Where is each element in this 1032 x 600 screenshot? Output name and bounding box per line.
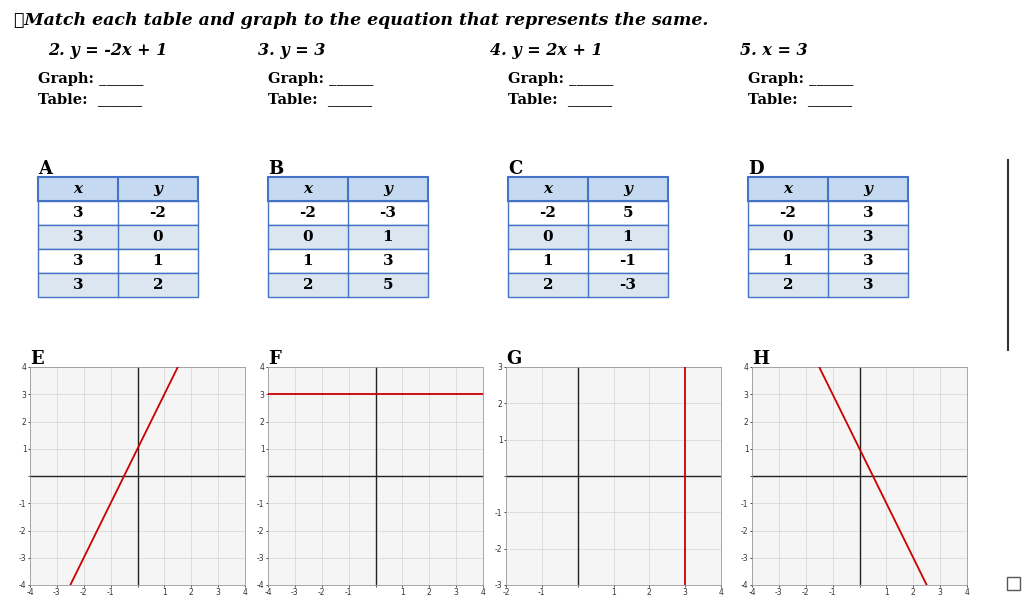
Text: 0: 0: [153, 230, 163, 244]
Text: y: y: [384, 182, 392, 196]
Bar: [38, 225, 198, 249]
Bar: [38, 249, 198, 273]
Text: 3: 3: [72, 254, 84, 268]
Text: Graph: ______: Graph: ______: [508, 72, 613, 86]
Text: Table:  ______: Table: ______: [748, 92, 852, 106]
Text: 3: 3: [383, 254, 393, 268]
Text: H: H: [752, 350, 769, 368]
Bar: [268, 177, 428, 201]
Text: 1: 1: [153, 254, 163, 268]
Text: x: x: [544, 182, 552, 196]
Text: x: x: [73, 182, 83, 196]
Text: Table:  ______: Table: ______: [508, 92, 612, 106]
Text: 5: 5: [383, 278, 393, 292]
Text: 1: 1: [383, 230, 393, 244]
Text: y: y: [154, 182, 162, 196]
Text: 2: 2: [543, 278, 553, 292]
Text: A: A: [38, 160, 52, 178]
Text: y: y: [623, 182, 633, 196]
Bar: [748, 177, 908, 201]
Text: 0: 0: [543, 230, 553, 244]
Text: 1: 1: [302, 254, 314, 268]
Bar: [748, 225, 908, 249]
Text: -3: -3: [380, 206, 396, 220]
Text: -1: -1: [619, 254, 637, 268]
Text: -2: -2: [779, 206, 797, 220]
Text: -2: -2: [540, 206, 556, 220]
Text: Graph: ______: Graph: ______: [38, 72, 143, 86]
Text: E: E: [30, 350, 43, 368]
Text: G: G: [506, 350, 521, 368]
Bar: [508, 225, 668, 249]
Bar: [508, 273, 668, 297]
Text: 3: 3: [72, 278, 84, 292]
Text: 2. y = -2x + 1: 2. y = -2x + 1: [49, 42, 167, 59]
Text: Graph: ______: Graph: ______: [268, 72, 374, 86]
Bar: [268, 249, 428, 273]
Text: C: C: [508, 160, 522, 178]
Bar: [268, 201, 428, 225]
Bar: [268, 225, 428, 249]
Text: 1: 1: [622, 230, 634, 244]
Bar: [268, 273, 428, 297]
Text: 3: 3: [863, 206, 873, 220]
Text: 2: 2: [302, 278, 314, 292]
Text: Table:  ______: Table: ______: [38, 92, 142, 106]
Text: Table:  ______: Table: ______: [268, 92, 373, 106]
Text: Graph: ______: Graph: ______: [748, 72, 853, 86]
Text: 1: 1: [543, 254, 553, 268]
Bar: [508, 249, 668, 273]
Text: y: y: [864, 182, 872, 196]
Text: 3. y = 3: 3. y = 3: [258, 42, 325, 59]
Bar: [748, 273, 908, 297]
Text: ✚Match each table and graph to the equation that represents the same.: ✚Match each table and graph to the equat…: [14, 12, 708, 29]
Text: 3: 3: [863, 230, 873, 244]
Text: 3: 3: [72, 206, 84, 220]
Text: 2: 2: [782, 278, 794, 292]
Text: D: D: [748, 160, 764, 178]
Bar: [38, 201, 198, 225]
Text: 3: 3: [863, 254, 873, 268]
Bar: [38, 177, 198, 201]
Text: -3: -3: [619, 278, 637, 292]
Text: x: x: [303, 182, 313, 196]
Bar: [1007, 577, 1020, 590]
Bar: [508, 177, 668, 201]
Text: 4. y = 2x + 1: 4. y = 2x + 1: [490, 42, 603, 59]
Text: B: B: [268, 160, 283, 178]
Text: -2: -2: [150, 206, 166, 220]
Bar: [508, 201, 668, 225]
Text: 3: 3: [72, 230, 84, 244]
Bar: [38, 273, 198, 297]
Text: x: x: [783, 182, 793, 196]
Bar: [748, 201, 908, 225]
Bar: [748, 249, 908, 273]
Text: 5. x = 3: 5. x = 3: [740, 42, 808, 59]
Text: 0: 0: [782, 230, 794, 244]
Text: F: F: [268, 350, 281, 368]
Text: 5: 5: [622, 206, 634, 220]
Text: -2: -2: [299, 206, 317, 220]
Text: 0: 0: [302, 230, 314, 244]
Text: 2: 2: [153, 278, 163, 292]
Text: 1: 1: [782, 254, 794, 268]
Text: 3: 3: [863, 278, 873, 292]
